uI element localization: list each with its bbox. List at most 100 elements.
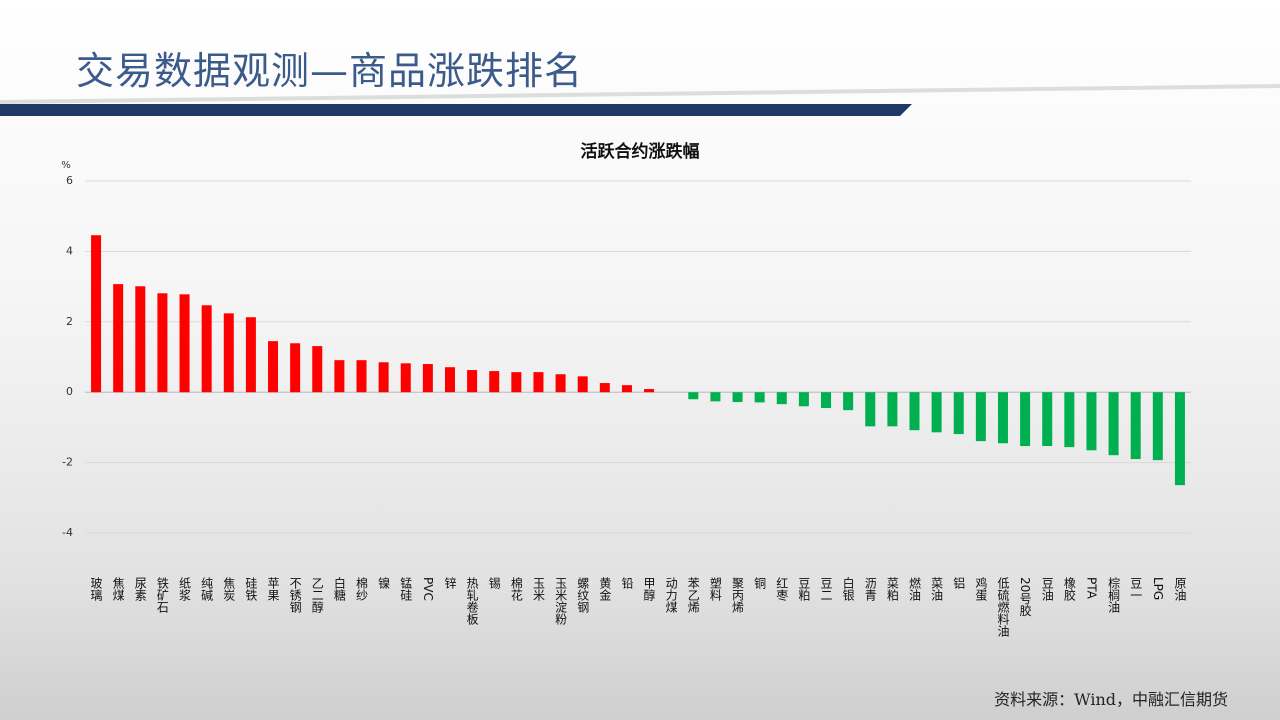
y-tick-label: 6 [66,174,73,187]
slide-title: 交易数据观测—商品涨跌排名 [76,49,584,93]
bar [1064,392,1075,448]
bar [776,392,787,405]
x-tick-label: 螺纹钢 [575,577,590,613]
bar [223,313,234,393]
bar [555,374,566,393]
x-tick-label: 铁矿石 [155,577,170,613]
x-tick-label: 玻璃 [89,577,104,601]
bar [356,360,367,393]
bar [754,392,765,403]
x-tick-label: 苯乙烯 [686,577,701,613]
bar [798,392,809,407]
x-tick-label: 铝 [951,577,966,589]
x-tick-label: 20号胶 [1018,577,1033,617]
source: 资料来源：Wind，中融汇信期货 [994,690,1228,709]
bar [245,317,256,393]
x-tick-label: 锡 [487,577,502,589]
bar [400,363,411,393]
x-tick-label: 聚丙烯 [730,577,745,613]
bar [113,284,124,393]
x-tick-label: 锌 [442,577,457,589]
x-tick-label: 黄金 [597,577,612,601]
x-tick-label: 动力煤 [664,577,679,613]
y-unit: % [61,160,71,171]
bar [268,341,279,393]
x-tick-label: 沥青 [863,577,878,601]
x-tick-label: 纸浆 [177,577,192,601]
x-tick-label: 菜油 [929,577,944,601]
y-tick-label: 0 [66,385,73,398]
bar [621,385,632,393]
x-tick-label: 原油 [1172,577,1187,601]
bar [179,294,190,393]
bar [909,392,920,431]
x-tick-label: 玉米淀粉 [553,577,568,625]
x-tick-label: 铅 [619,577,634,589]
x-tick-label: 硅铁 [243,577,258,601]
x-tick-label: 热轧卷板 [465,577,480,625]
x-tick-label: 苹果 [266,577,281,601]
x-tick-label: 鸡蛋 [973,577,988,601]
y-tick-label: 4 [66,244,73,257]
bar [953,392,964,435]
bar [157,293,168,393]
bar [312,346,323,393]
y-tick-label: -2 [62,456,73,469]
bar [887,392,898,427]
x-tick-label: 甲醇 [642,577,657,601]
bar [467,370,478,393]
bar [1174,392,1185,486]
x-tick-label: 豆二 [819,577,834,601]
x-tick-label: 乙二醇 [310,577,325,613]
x-tick-label: 锰硅 [398,577,413,601]
bar [1020,392,1031,447]
bar [975,392,986,442]
bar [732,392,743,403]
x-tick-label: 燃油 [907,577,922,601]
x-tick-label: 焦炭 [221,577,236,601]
x-tick-label: 塑料 [708,577,723,601]
bar [444,367,455,393]
bar [997,392,1008,444]
bar [1108,392,1119,456]
title-bar [0,104,912,116]
bar [290,343,301,393]
x-tick-label: PTA [1084,577,1099,599]
bar [422,364,433,393]
bar [1042,392,1053,447]
bar [644,389,655,393]
bar [821,392,832,409]
x-tick-label: 橡胶 [1062,577,1077,601]
x-tick-label: 红枣 [774,577,789,601]
bar [843,392,854,411]
x-tick-label: 白银 [841,577,856,601]
x-tick-label: 棉纱 [354,577,369,601]
bar [533,372,544,393]
title-line [0,84,1280,104]
x-tick-label: 镍 [376,577,391,589]
x-tick-label: 豆粕 [796,577,811,601]
bar [201,305,212,393]
x-tick-label: 低硫燃料油 [995,577,1010,637]
chart-title: 活跃合约涨跌幅 [581,141,700,162]
x-tick-label: 白糖 [332,577,347,601]
x-tick-label: 菜粕 [885,577,900,601]
y-tick-label: 2 [66,315,73,328]
x-tick-label: 棕榈油 [1106,577,1121,613]
bar [1086,392,1097,451]
y-tick-label: -4 [62,526,73,539]
bar [688,392,699,400]
x-tick-label: LPG [1150,577,1165,601]
bar [931,392,942,433]
x-tick-label: 玉米 [531,577,546,601]
bar [710,392,721,402]
x-tick-label: PVC [420,577,435,601]
x-tick-label: 铜 [752,577,767,589]
bar [334,360,345,393]
x-tick-label: 纯碱 [199,577,214,601]
x-tick-label: 不锈钢 [288,577,303,613]
bar [511,372,522,393]
bar [599,383,610,393]
